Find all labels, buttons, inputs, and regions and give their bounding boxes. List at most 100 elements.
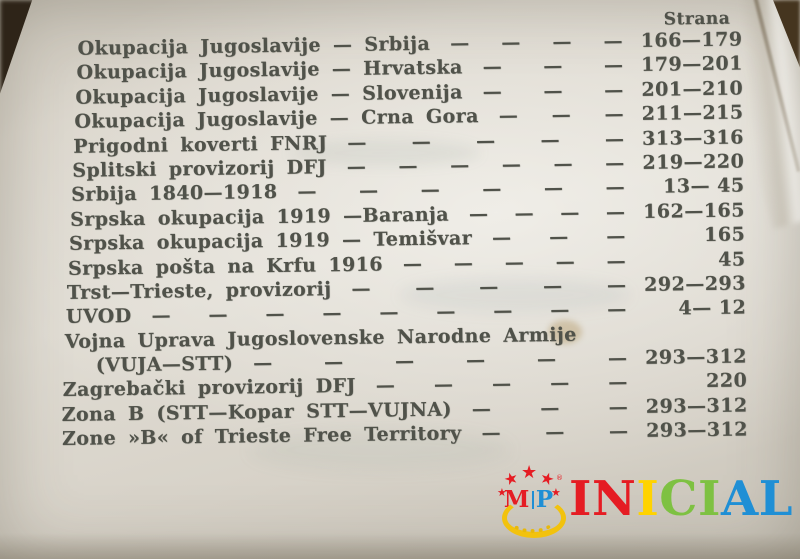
leader-dash: —: [323, 351, 344, 374]
leader-dash: —: [297, 180, 317, 203]
leader-dash: —: [501, 153, 521, 176]
leader-dash: —: [471, 397, 491, 421]
leader-dash: —: [379, 301, 399, 324]
toc-entry-pages: 179—201: [640, 52, 743, 77]
photo-bottom-shadow: [0, 533, 800, 559]
leader-dash: —: [351, 277, 371, 300]
leader-dash: —: [608, 395, 628, 419]
leader-dash: —: [555, 250, 575, 273]
toc-entry-title: Zone »B« of Trieste Free Territory: [61, 422, 462, 451]
leader-dash: —: [605, 152, 625, 175]
brand-letter: I: [697, 471, 721, 527]
leader-dash: —: [493, 299, 513, 323]
leader-dash: —: [151, 304, 171, 327]
toc-entry-title: Splitski provizorij DFJ: [72, 156, 327, 182]
leader-dashes: — — —: [463, 79, 640, 103]
leader-dashes: — — — — — —: [233, 347, 643, 375]
leader-dash: —: [475, 129, 496, 152]
toc-entry-pages: 293—312: [644, 345, 748, 369]
leader-dash: —: [402, 252, 423, 275]
leader-dash: —: [465, 349, 486, 372]
laurel-wreath-icon: [508, 504, 556, 533]
leader-dash: —: [449, 154, 470, 177]
leader-dash: —: [545, 421, 565, 444]
leader-dashes: — — — — —: [356, 371, 644, 398]
leader-dash: —: [605, 200, 626, 224]
leader-dash: —: [347, 131, 367, 154]
leader-dash: —: [606, 225, 626, 248]
laurel-wreath-icon: [502, 498, 566, 538]
leader-dash: —: [514, 202, 534, 225]
toc-entry-pages: 293—312: [645, 394, 748, 418]
leader-dash: —: [542, 274, 563, 298]
leader-dashes: — — — — — —: [277, 176, 640, 203]
leader-dash: —: [543, 55, 563, 78]
leader-dash: —: [607, 298, 627, 321]
toc-entry-title: Zagrebački provizorij DFJ: [62, 375, 356, 402]
leader-dash: —: [553, 152, 573, 176]
leader-dash: —: [265, 303, 285, 326]
brand-letter: N: [591, 471, 637, 527]
leader-dashes: — — — —: [430, 30, 639, 55]
toc-entry-title: (VUJA—STT): [95, 352, 234, 377]
toc-entry-title: Srbija 1840—1918: [71, 181, 278, 207]
brand-letter: A: [720, 471, 759, 527]
leader-dash: —: [433, 373, 454, 397]
leader-dash: —: [482, 56, 502, 79]
toc-entry-pages: 292—293: [643, 272, 747, 296]
star-icon: ★: [551, 486, 561, 499]
leader-dash: —: [607, 347, 628, 370]
toc-entry-title: UVOD: [65, 305, 132, 329]
leader-dash: —: [252, 352, 273, 375]
table-of-contents: Strana Okupacija Jugoslavije — Srbija — — —…: [56, 0, 749, 453]
leader-dashes: — — — — —: [331, 274, 642, 300]
leader-dash: —: [604, 78, 624, 102]
toc-entry-title: Okupacija Jugoslavije — Slovenija: [75, 81, 463, 109]
leader-dash: —: [481, 422, 501, 445]
leader-dash: —: [603, 54, 624, 77]
brand-letter: I: [569, 471, 592, 527]
leader-dash: —: [549, 372, 570, 395]
leader-dash: —: [543, 177, 564, 200]
leader-dash: —: [560, 201, 580, 224]
leader-dash: —: [482, 178, 502, 201]
toc-entry-title: Srpska okupacija 1919 —Baranja: [69, 203, 450, 231]
toc-entry-pages: 166—179: [640, 28, 743, 52]
leader-dashes: — — —: [479, 103, 640, 127]
leader-dash: —: [604, 103, 624, 126]
toc-entry-title: Okupacija Jugoslavije — Srbija: [77, 32, 431, 60]
toc-entry-title: Trst—Trieste, provizorij: [66, 278, 332, 304]
toc-entry-pages: 165: [703, 223, 746, 247]
leader-dash: —: [468, 202, 489, 225]
leader-dash: —: [411, 130, 431, 153]
toc-entry-title: Okupacija Jugoslavije — Hrvatska: [76, 56, 463, 85]
leader-dash: —: [604, 127, 625, 150]
leader-dash: —: [498, 104, 518, 127]
toc-entry-pages: 45: [717, 247, 746, 271]
toc-entry-pages: 4— 12: [678, 296, 747, 320]
leader-dash: —: [436, 300, 456, 324]
leader-dash: —: [606, 273, 627, 297]
leader-dash: —: [540, 128, 560, 151]
leader-dashes: — — — — — —: [327, 152, 641, 178]
leader-dash: —: [543, 79, 563, 102]
brand-letter: L: [758, 471, 793, 527]
brand-letter: C: [659, 471, 698, 527]
leader-dash: —: [398, 154, 418, 178]
toc-entry-pages: 219—220: [642, 150, 745, 174]
leader-dash: —: [552, 30, 572, 54]
pages-column-label: Strana: [663, 8, 731, 30]
leader-dashes: — — —: [463, 54, 639, 78]
star-icon: ★: [497, 486, 507, 499]
leader-dashes: — — — — —: [383, 249, 642, 275]
leader-dash: —: [453, 251, 473, 274]
toc-entry-pages: 201—210: [641, 77, 744, 101]
brand-name: INICIAL: [569, 475, 793, 523]
leader-dashes: — — —: [452, 396, 644, 421]
leader-dash: —: [605, 176, 625, 199]
leader-dash: —: [415, 276, 435, 299]
leader-dash: —: [501, 31, 521, 54]
